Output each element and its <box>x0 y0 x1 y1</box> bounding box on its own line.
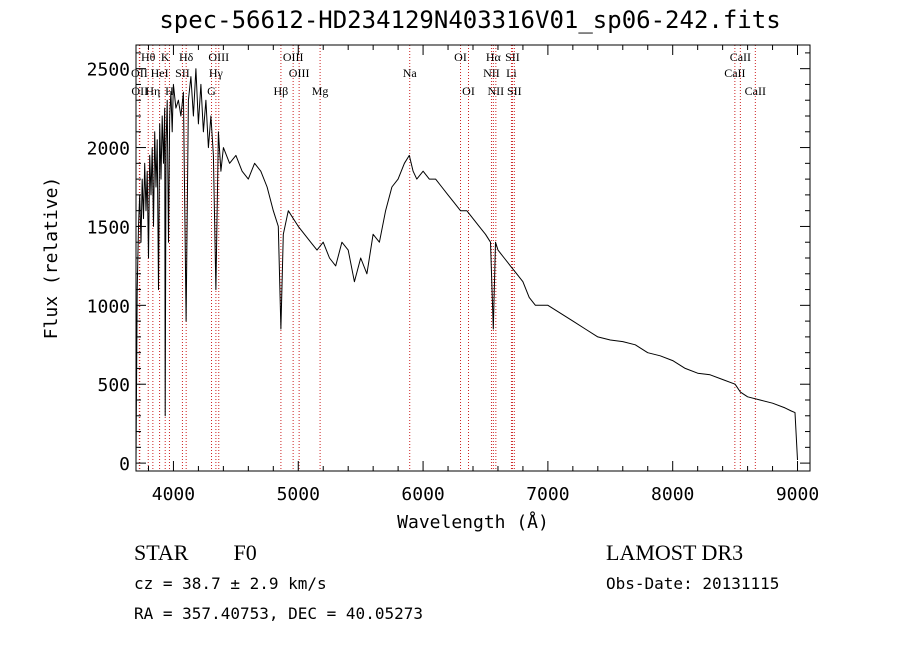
emission-line-label: G <box>207 84 216 98</box>
spectrum-line <box>135 68 798 464</box>
emission-line-label: Hη <box>145 84 160 98</box>
emission-line-label: OIII <box>208 50 229 64</box>
emission-line-label: CaII <box>730 50 751 64</box>
y-tick-label: 500 <box>97 375 130 396</box>
emission-line-label: SII <box>175 66 190 80</box>
emission-line-label: HeI <box>151 66 169 80</box>
x-axis: 4000 5000 6000 7000 8000 9000 <box>147 45 819 505</box>
x-tick-label: 6000 <box>401 484 444 505</box>
y-axis: 0 500 1000 1500 2000 2500 <box>87 52 810 475</box>
x-tick-label: 4000 <box>152 484 195 505</box>
emission-line-label: OI <box>454 50 467 64</box>
survey-name: LAMOST DR3 <box>606 540 744 565</box>
emission-line-label: OII <box>131 66 148 80</box>
redshift-text: cz = 38.7 ± 2.9 km/s <box>134 574 327 593</box>
x-axis-label: Wavelength (Å) <box>397 511 549 533</box>
emission-line-label: SII <box>507 84 522 98</box>
emission-line-label: CaII <box>745 84 766 98</box>
coordinates-text: RA = 357.40753, DEC = 40.05273 <box>134 604 423 623</box>
object-subclass: F0 <box>233 540 257 565</box>
y-tick-label: 2000 <box>87 139 130 160</box>
emission-line-label: OI <box>462 84 475 98</box>
plot-frame <box>135 44 811 472</box>
x-tick-label: 9000 <box>776 484 819 505</box>
emission-line-label: H <box>165 84 174 98</box>
emission-line-label: Li <box>506 66 517 80</box>
y-tick-label: 1500 <box>87 217 130 238</box>
emission-line-label: SII <box>505 50 520 64</box>
emission-line-label: Hγ <box>209 66 224 80</box>
emission-line-label: K <box>161 50 170 64</box>
emission-line-label: Hβ <box>274 84 289 98</box>
emission-line-label: Na <box>403 66 418 80</box>
x-tick-label: 7000 <box>526 484 569 505</box>
obs-date: Obs-Date: 20131115 <box>606 574 780 593</box>
emission-line-label: OIII <box>289 66 310 80</box>
emission-lines-layer <box>138 45 756 471</box>
spectrum-layer <box>135 68 798 464</box>
emission-line-label: Hδ <box>179 50 194 64</box>
y-tick-label: 1000 <box>87 296 130 317</box>
chart-title: spec-56612-HD234129N403316V01_sp06-242.f… <box>159 6 781 34</box>
emission-line-label: Hα <box>486 50 502 64</box>
y-axis-label: Flux (relative) <box>41 177 62 340</box>
emission-line-label: OIII <box>283 50 304 64</box>
y-tick-label: 0 <box>119 454 130 475</box>
x-tick-label: 5000 <box>277 484 320 505</box>
emission-line-label: NII <box>488 84 505 98</box>
x-tick-label: 8000 <box>651 484 694 505</box>
emission-line-label: CaII <box>724 66 745 80</box>
object-class: STAR <box>134 540 189 565</box>
y-tick-label: 2500 <box>87 60 130 81</box>
emission-line-label: Mg <box>312 84 329 98</box>
emission-line-label: Hθ <box>141 50 156 64</box>
emission-line-label: NII <box>483 66 500 80</box>
